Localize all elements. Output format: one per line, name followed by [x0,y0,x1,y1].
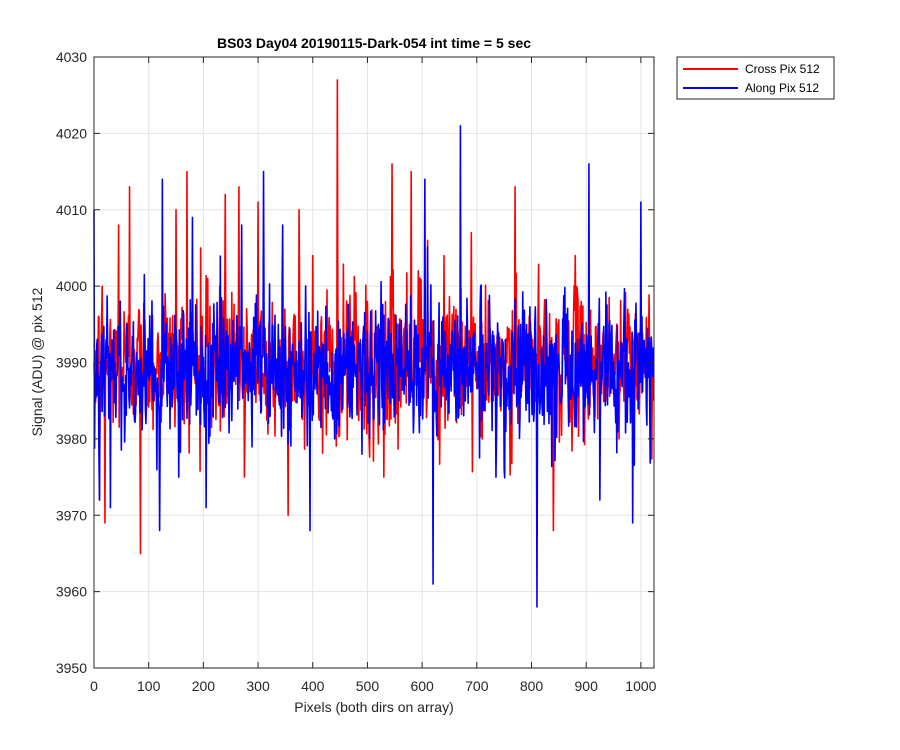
legend-box [676,56,835,100]
legend-label-cross: Cross Pix 512 [745,62,820,76]
x-tick-label: 1000 [625,678,656,694]
x-tick-label: 400 [301,678,325,694]
x-axis-label: Pixels (both dirs on array) [294,699,454,715]
x-tick-label: 500 [356,678,380,694]
chart-title: BS03 Day04 20190115-Dark-054 int time = … [217,35,531,51]
y-tick-label: 3970 [56,507,87,523]
series-line-along-pix-512 [93,124,655,608]
ticks: 0 100 200 300 400 500 600 700 800 900 1000 3950 3960… [56,49,657,694]
x-tick-label: 700 [465,678,489,694]
series-layer [93,79,655,608]
y-axis-label: Signal (ADU) @ pix 512 [29,287,45,436]
y-tick-label: 4030 [56,49,87,65]
y-tick-label: 3980 [56,431,87,447]
y-tick-label: 4020 [56,125,87,141]
y-tick-label: 3960 [56,584,87,600]
x-tick-label: 100 [137,678,161,694]
y-tick-label: 3990 [56,355,87,371]
y-tick-label: 3950 [56,660,87,676]
x-tick-label: 900 [575,678,599,694]
x-tick-label: 0 [90,678,98,694]
y-tick-label: 4010 [56,202,87,218]
legend[interactable]: Cross Pix 512 Along Pix 512 [676,56,835,100]
x-tick-label: 300 [246,678,270,694]
x-tick-label: 800 [520,678,544,694]
x-tick-label: 200 [192,678,216,694]
y-tick-label: 4000 [56,278,87,294]
legend-label-along: Along Pix 512 [745,81,819,95]
x-tick-label: 600 [410,678,434,694]
